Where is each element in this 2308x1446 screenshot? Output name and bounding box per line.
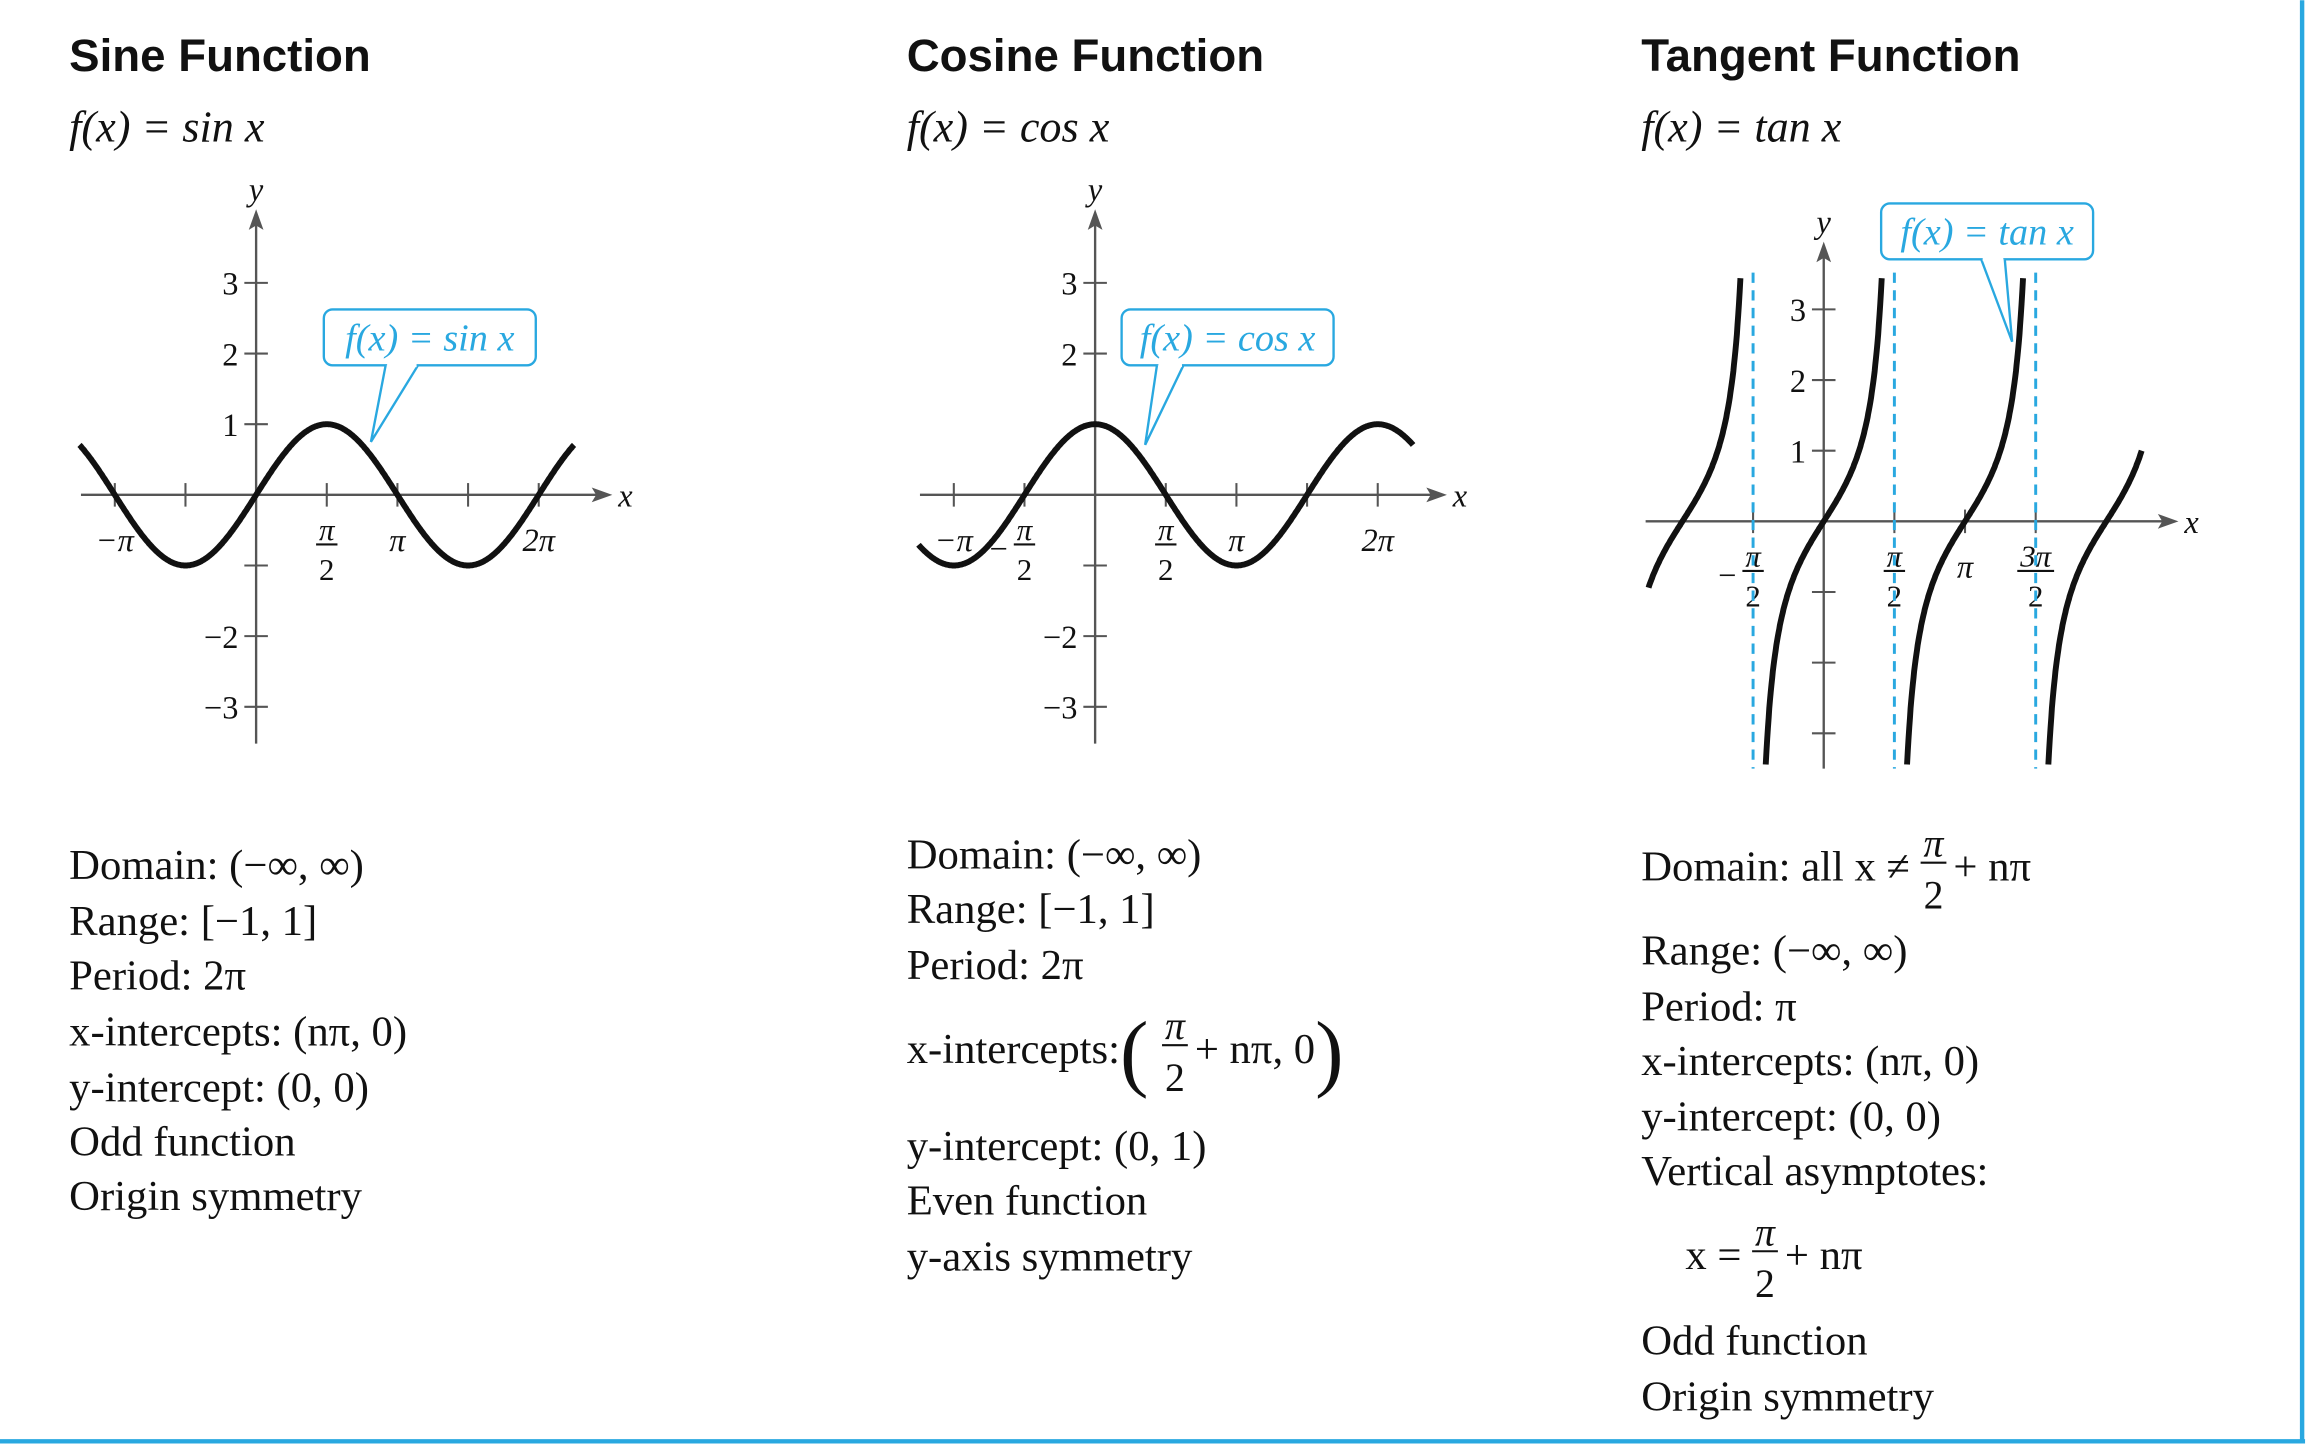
property-text: Domain: all x ≠	[1641, 843, 1910, 890]
property-fraction-denominator: 2	[1165, 1056, 1185, 1100]
property-text: + nπ, 0	[1195, 1026, 1315, 1073]
property-fraction-denominator: 2	[1924, 873, 1944, 917]
property-text: Period: π	[1641, 983, 1796, 1030]
panel-title: Sine Function	[69, 30, 371, 81]
x-tick-label: −π	[935, 523, 974, 559]
x-tick-label-numerator: π	[1017, 512, 1034, 547]
callout-pointer	[369, 364, 420, 443]
y-tick-label: 1	[1790, 434, 1806, 470]
property-fraction-numerator: π	[1165, 1004, 1186, 1048]
x-axis-arrow	[591, 487, 613, 503]
x-axis-label: x	[1452, 479, 1468, 515]
x-axis-arrow	[2157, 513, 2179, 529]
property-text: y-axis symmetry	[907, 1234, 1193, 1281]
function-curve	[1645, 278, 2145, 765]
property-text: Domain: (−∞, ∞)	[907, 832, 1202, 879]
x-tick-label: π	[1957, 549, 1974, 585]
panel-title: Tangent Function	[1641, 30, 2020, 81]
x-tick-label-numerator: π	[319, 512, 336, 547]
x-tick-label: 2π	[1362, 523, 1395, 559]
property-text: (	[1120, 1006, 1148, 1100]
property-text: Origin symmetry	[1641, 1373, 1934, 1420]
x-tick-label-denominator: 2	[1017, 552, 1032, 587]
property-text: y-intercept: (0, 1)	[907, 1123, 1207, 1170]
y-tick-label: 3	[1790, 293, 1806, 329]
x-tick-label-sign: −	[1718, 558, 1736, 594]
y-axis-arrow	[1087, 209, 1103, 230]
callout-text: f(x) = tan x	[1900, 212, 2074, 254]
y-tick-label: −2	[1043, 620, 1077, 656]
property-text: y-intercept: (0, 0)	[69, 1064, 369, 1111]
callout-text: f(x) = sin x	[345, 318, 514, 360]
x-tick-label-denominator: 2	[319, 552, 334, 587]
y-axis-label: y	[1085, 172, 1103, 208]
y-axis-label: y	[1814, 205, 1832, 241]
property-text: y-intercept: (0, 0)	[1641, 1094, 1941, 1141]
y-tick-label: 1	[222, 408, 238, 444]
y-tick-label: 3	[1061, 267, 1077, 303]
x-tick-label-denominator: 2	[1158, 552, 1173, 587]
property-text: Even function	[907, 1178, 1148, 1225]
x-tick-label: π	[389, 523, 406, 559]
formula: f(x) = tan x	[1641, 103, 1842, 152]
callout-text: f(x) = cos x	[1140, 318, 1316, 360]
property-fraction-denominator: 2	[1755, 1262, 1775, 1306]
function-curve	[916, 421, 1416, 569]
callout-box	[1120, 308, 1335, 367]
x-axis-label: x	[617, 479, 633, 515]
formula: f(x) = cos x	[907, 103, 1110, 152]
property-text: Range: [−1, 1]	[69, 898, 317, 945]
property-fraction-numerator: π	[1924, 822, 1945, 866]
property-text: Vertical asymptotes:	[1641, 1148, 1988, 1195]
property-text: x-intercepts: (nπ, 0)	[69, 1008, 407, 1055]
property-text: + nπ	[1953, 843, 2031, 890]
property-text: Period: 2π	[907, 942, 1084, 989]
callout-box	[322, 308, 537, 367]
y-axis-label: y	[246, 172, 264, 208]
x-tick-label-numerator: π	[1158, 512, 1175, 547]
x-tick-label: −π	[96, 523, 135, 559]
property-text: x =	[1685, 1232, 1741, 1279]
x-tick-label: 2π	[523, 523, 556, 559]
panel-title: Cosine Function	[907, 30, 1264, 81]
property-text: Range: (−∞, ∞)	[1641, 927, 1907, 974]
property-text: Odd function	[1641, 1317, 1867, 1364]
property-text: Odd function	[69, 1119, 295, 1166]
x-axis-arrow	[1426, 487, 1447, 503]
property-text: Period: 2π	[69, 952, 246, 999]
property-text: Range: [−1, 1]	[907, 886, 1155, 933]
y-tick-label: 2	[1061, 337, 1077, 373]
property-text: x-intercepts: (nπ, 0)	[1641, 1038, 1979, 1085]
property-text: Domain: (−∞, ∞)	[69, 842, 364, 889]
property-text: )	[1315, 1006, 1343, 1100]
y-axis-arrow	[1816, 241, 1832, 263]
function-curve	[77, 421, 577, 569]
y-axis-arrow	[248, 209, 264, 230]
x-axis-label: x	[2183, 505, 2199, 541]
property-text: + nπ	[1785, 1232, 1863, 1279]
y-tick-label: −3	[1043, 691, 1077, 727]
y-tick-label: −2	[204, 620, 238, 656]
property-text: x-intercepts:	[907, 1026, 1120, 1073]
property-text: Origin symmetry	[69, 1173, 362, 1220]
y-tick-label: −3	[204, 691, 238, 727]
y-tick-label: 3	[222, 267, 238, 303]
property-fraction-numerator: π	[1755, 1210, 1776, 1254]
x-tick-label: π	[1228, 523, 1245, 559]
callout-pointer	[1980, 258, 2014, 343]
formula: f(x) = sin x	[69, 103, 265, 152]
callout-pointer	[1144, 364, 1185, 446]
y-tick-label: 2	[1790, 364, 1806, 400]
y-tick-label: 2	[222, 337, 238, 373]
